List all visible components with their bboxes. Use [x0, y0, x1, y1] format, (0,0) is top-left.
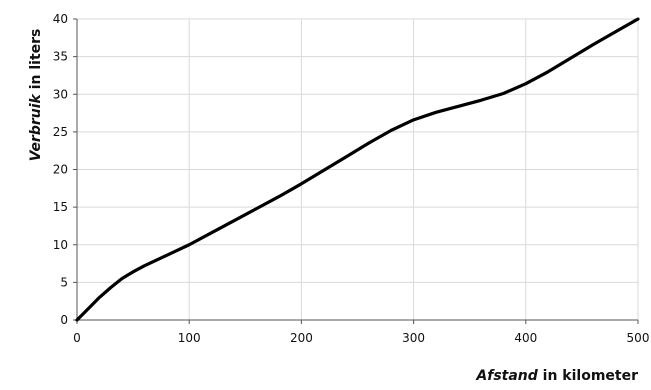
- y-axis-title-italic: Verbruik: [28, 92, 44, 161]
- x-tick-label: 500: [627, 331, 650, 345]
- series: [75, 17, 640, 322]
- y-tick-label: 10: [53, 238, 68, 252]
- y-tick-label: 15: [53, 200, 68, 214]
- grid: [77, 18, 639, 320]
- y-axis-title-rest: in liters: [28, 29, 44, 95]
- y-tick-label: 5: [60, 275, 68, 289]
- x-tick-label: 300: [402, 331, 425, 345]
- x-tick-label: 100: [178, 331, 201, 345]
- y-tick-label: 30: [53, 87, 68, 101]
- x-tick-label: 400: [514, 331, 537, 345]
- x-tick-label: 0: [73, 331, 81, 345]
- x-axis-title: Afstand in kilometer: [475, 368, 638, 384]
- x-axis-title-rest: in kilometer: [538, 368, 638, 384]
- ticks: 0 100 200 300 400 500 0 5 10 15 20 25 30 35 40: [53, 12, 650, 345]
- y-tick-label: 0: [60, 313, 68, 327]
- y-tick-label: 25: [53, 125, 68, 139]
- y-tick-label: 40: [53, 12, 68, 26]
- x-tick-label: 200: [290, 331, 313, 345]
- x-axis-title-italic: Afstand: [475, 368, 538, 384]
- y-axis-title: Verbruik in liters: [28, 29, 44, 162]
- y-tick-label: 20: [53, 163, 68, 177]
- y-tick-label: 35: [53, 50, 68, 64]
- series-line: [75, 17, 640, 322]
